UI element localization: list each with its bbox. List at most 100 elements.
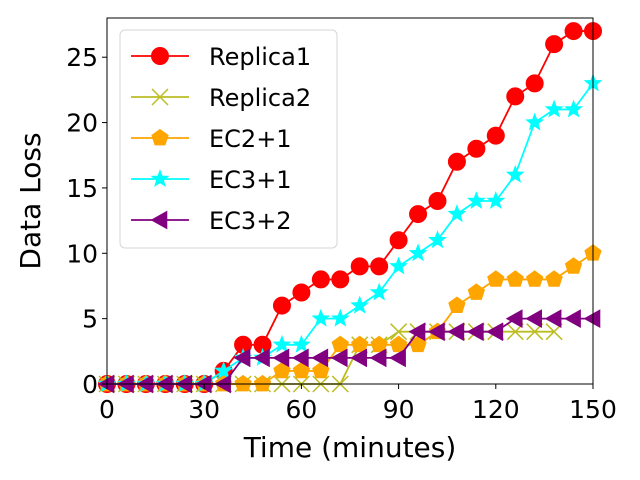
data-point-ec3-1 [350, 295, 370, 314]
data-point-ec2-1 [312, 361, 330, 379]
y-axis-label: Data Loss [14, 132, 47, 269]
legend-label: Replica2 [209, 84, 311, 112]
data-point-ec3-1 [272, 334, 292, 353]
legend-item-ec3-2: EC3+2 [131, 207, 292, 235]
data-point-ec3-1 [291, 334, 311, 353]
data-point-ec3-1 [369, 282, 389, 301]
data-point-ec3-1 [330, 308, 350, 327]
data-point-ec2-1 [564, 257, 583, 274]
data-point-ec3-1 [486, 191, 506, 210]
data-point-replica1 [350, 257, 369, 276]
data-point-replica1 [486, 126, 505, 145]
data-point-ec3-2 [272, 348, 290, 368]
y-tick-label: 20 [66, 109, 98, 138]
legend-item-replica1: Replica1 [131, 43, 311, 71]
legend-label: EC3+1 [209, 166, 292, 194]
data-point-ec2-1 [370, 335, 388, 353]
data-point-ec2-1 [448, 296, 466, 313]
legend-label: EC3+2 [209, 207, 292, 235]
data-point-replica1 [292, 283, 311, 302]
y-tick-label: 25 [66, 43, 98, 72]
data-point-ec3-2 [408, 322, 426, 342]
data-point-ec3-2 [369, 348, 387, 368]
data-point-ec2-1 [487, 270, 505, 287]
data-point-ec3-2 [564, 309, 581, 328]
data-point-replica1 [428, 192, 447, 210]
data-point-ec3-1 [564, 99, 583, 118]
legend-label: Replica1 [209, 43, 311, 71]
data-point-ec3-1 [428, 230, 447, 249]
legend-marker [150, 210, 168, 230]
data-point-replica1 [370, 257, 389, 276]
data-point-ec3-1 [525, 112, 545, 131]
data-point-replica1 [525, 74, 544, 93]
data-point-ec3-2 [389, 348, 406, 368]
data-point-ec3-2 [544, 309, 562, 328]
data-point-ec3-1 [389, 256, 409, 275]
data-point-ec3-2 [466, 322, 484, 342]
x-tick-label: 0 [99, 395, 115, 424]
y-axis: 0 5 10 15 20 25 [66, 43, 107, 399]
data-point-ec2-1 [389, 335, 408, 353]
data-point-ec2-1 [545, 270, 563, 287]
data-point-ec3-2 [252, 348, 270, 368]
data-point-replica2 [390, 323, 408, 341]
data-point-ec3-1 [505, 164, 525, 183]
y-tick-label: 10 [66, 239, 98, 268]
data-point-replica1 [506, 87, 525, 106]
y-tick-label: 5 [82, 305, 98, 334]
legend-label: EC2+1 [209, 125, 292, 153]
data-point-replica1 [447, 152, 466, 171]
data-point-ec3-2 [486, 322, 504, 342]
data-point-replica1 [409, 205, 428, 224]
data-point-ec3-1 [214, 361, 234, 379]
data-point-ec3-2 [291, 348, 309, 368]
plot-frame [106, 17, 594, 385]
data-point-replica1 [272, 296, 291, 315]
data-point-replica1 [564, 22, 583, 41]
data-point-ec3-1 [311, 308, 331, 327]
data-point-ec3-2 [427, 322, 445, 342]
data-point-ec2-1 [253, 374, 272, 392]
legend-item-ec3-1: EC3+1 [131, 166, 292, 194]
legend-item-ec2-1: EC2+1 [131, 125, 292, 153]
data-point-ec2-1 [234, 374, 252, 392]
data-point-replica1 [545, 35, 564, 54]
data-point-ec2-1 [273, 361, 291, 379]
y-tick-label: 0 [82, 370, 98, 399]
data-point-ec2-1 [331, 335, 349, 353]
data-point-ec2-1 [506, 270, 524, 287]
x-axis-label: Time (minutes) [243, 431, 457, 464]
y-tick-label: 15 [66, 174, 98, 203]
legend-box [119, 29, 338, 249]
x-tick-label: 90 [383, 395, 415, 424]
data-point-ec2-1 [292, 361, 311, 379]
data-point-replica1 [389, 231, 408, 250]
legend-marker [151, 128, 169, 146]
data-point-ec3-2 [505, 309, 523, 328]
legend: Replica1 Replica2 EC2+1 EC3+1 EC3+2 [119, 29, 338, 249]
x-axis: 0 30 60 90 120 150 [99, 384, 617, 424]
data-point-ec3-2 [233, 348, 251, 368]
data-point-ec3-2 [583, 309, 601, 328]
data-point-replica1 [311, 270, 330, 289]
data-point-ec2-1 [526, 270, 544, 287]
legend-marker [151, 88, 169, 106]
legend-marker [151, 47, 169, 65]
data-point-ec2-1 [467, 283, 486, 300]
data-point-ec3-1 [408, 243, 428, 262]
data-point-replica1 [467, 139, 486, 158]
data-point-ec3-2 [525, 309, 542, 328]
data-point-ec2-1 [351, 335, 369, 353]
x-tick-label: 30 [188, 395, 220, 424]
data-point-ec3-1 [466, 191, 486, 210]
x-tick-label: 60 [285, 395, 317, 424]
data-point-ec3-2 [330, 348, 348, 368]
x-tick-label: 150 [569, 395, 617, 424]
data-point-ec3-1 [447, 204, 467, 223]
series-layer [97, 22, 603, 394]
data-point-ec3-2 [311, 348, 329, 368]
x-tick-label: 120 [472, 395, 520, 424]
legend-item-replica2: Replica2 [131, 84, 311, 112]
